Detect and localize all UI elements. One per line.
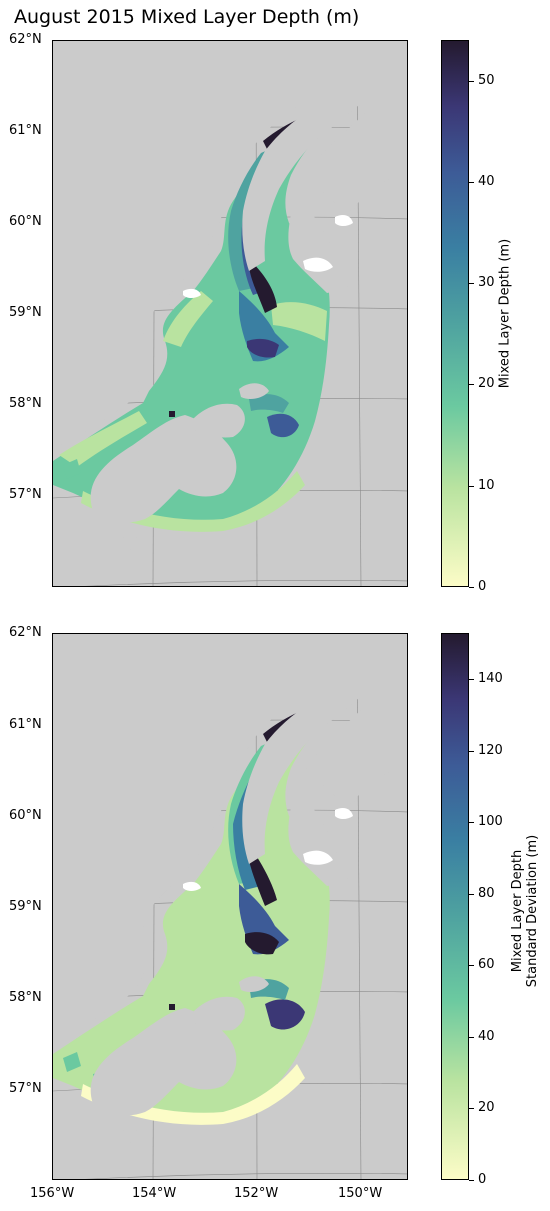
colorbar-top-tick-label: 10	[478, 478, 495, 493]
colorbar-bottom-tick-label: 100	[478, 814, 503, 829]
colorbar-bottom-tick-label: 60	[478, 957, 495, 972]
lat-label-bottom-61: 61°N	[9, 717, 42, 732]
colorbar-label-line: Mixed Layer Depth	[510, 849, 525, 973]
lat-label-top-59: 59°N	[9, 305, 42, 320]
colorbar-bottom-tickmark	[469, 1037, 474, 1038]
colorbar-mixed-layer-depth	[441, 40, 469, 587]
colorbar-top-tickmark	[469, 384, 474, 385]
colorbar-top-tick-label: 50	[478, 73, 495, 88]
figure-title: August 2015 Mixed Layer Depth (m)	[14, 6, 360, 28]
colorbar-bottom-tick-label: 140	[478, 671, 503, 686]
colorbar-bottom-tick-label: 120	[478, 743, 503, 758]
colorbar-label-line: Mixed Layer Depth (m)	[497, 238, 513, 389]
colorbar-bottom-tick-label: 20	[478, 1100, 495, 1115]
colorbar-bottom-tick-label: 40	[478, 1029, 495, 1044]
lon-label-150w: 150°W	[338, 1186, 383, 1201]
coastline-highlights	[183, 215, 353, 298]
colorbar-bottom-tickmark	[469, 1108, 474, 1109]
land-overlay	[53, 41, 407, 550]
mixed-layer-depth-map	[52, 40, 408, 587]
lat-label-bottom-60: 60°N	[9, 808, 42, 823]
lat-label-top-58: 58°N	[9, 396, 42, 411]
colorbar-bottom-tickmark	[469, 1180, 474, 1181]
colorbar-top-tick-label: 30	[478, 275, 495, 290]
mixed-layer-depth-std-map	[52, 633, 408, 1180]
colorbar-bottom-tick-label: 0	[478, 1172, 487, 1187]
colorbar-label-top: Mixed Layer Depth (m)	[498, 234, 513, 394]
colorbar-top-tickmark	[469, 81, 474, 82]
coastline-highlights	[183, 808, 353, 891]
land-overlay	[53, 634, 407, 1143]
colorbar-label-bottom: Mixed Layer Depth Standard Deviation (m)	[510, 831, 540, 991]
lat-label-bottom-62: 62°N	[9, 625, 42, 640]
colorbar-top-tick-label: 40	[478, 174, 495, 189]
colorbar-bottom-tickmark	[469, 965, 474, 966]
lon-label-154w: 154°W	[132, 1186, 177, 1201]
colorbar-top-tickmark	[469, 182, 474, 183]
colorbar-bottom-tickmark	[469, 822, 474, 823]
lat-label-bottom-59: 59°N	[9, 899, 42, 914]
colorbar-bottom-tick-label: 80	[478, 886, 495, 901]
colorbar-top-tickmark	[469, 587, 474, 588]
lat-label-top-62: 62°N	[9, 32, 42, 47]
lon-label-156w: 156°W	[30, 1186, 75, 1201]
lat-label-top-61: 61°N	[9, 123, 42, 138]
colorbar-label-line: Standard Deviation (m)	[525, 834, 540, 988]
colorbar-mld-std	[441, 633, 469, 1180]
colorbar-top-tickmark	[469, 283, 474, 284]
lat-label-bottom-57: 57°N	[9, 1081, 42, 1096]
colorbar-top-tick-label: 0	[478, 579, 487, 594]
colorbar-bottom-tickmark	[469, 894, 474, 895]
lon-label-152w: 152°W	[234, 1186, 279, 1201]
colorbar-bottom-tickmark	[469, 679, 474, 680]
lat-label-bottom-58: 58°N	[9, 990, 42, 1005]
lat-label-top-60: 60°N	[9, 214, 42, 229]
colorbar-bottom-tickmark	[469, 751, 474, 752]
colorbar-top-tick-label: 20	[478, 376, 495, 391]
colorbar-top-tickmark	[469, 486, 474, 487]
lat-label-top-57: 57°N	[9, 487, 42, 502]
